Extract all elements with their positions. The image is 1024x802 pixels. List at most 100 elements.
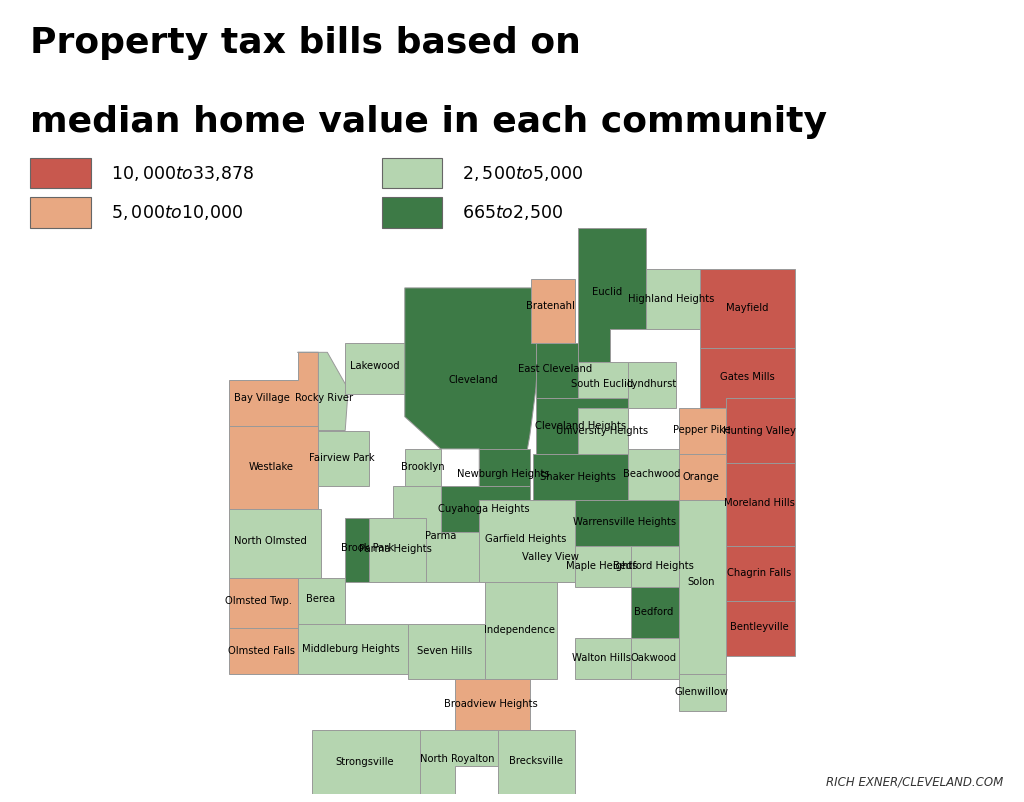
Text: Lyndhurst: Lyndhurst (627, 379, 676, 389)
Polygon shape (345, 518, 393, 582)
Polygon shape (531, 279, 574, 343)
Text: Olmsted Twp.: Olmsted Twp. (225, 596, 292, 606)
Polygon shape (628, 449, 679, 500)
Polygon shape (229, 577, 298, 628)
Polygon shape (578, 228, 646, 362)
Polygon shape (532, 453, 628, 500)
FancyBboxPatch shape (31, 158, 90, 188)
Polygon shape (312, 730, 420, 794)
Text: Broadview Heights: Broadview Heights (444, 699, 538, 709)
Text: Euclid: Euclid (592, 287, 623, 298)
Text: $5,000 to $10,000: $5,000 to $10,000 (111, 203, 243, 222)
Text: Strongsville: Strongsville (336, 757, 394, 767)
Text: Warrensville Heights: Warrensville Heights (573, 516, 676, 527)
FancyBboxPatch shape (31, 197, 90, 228)
Text: Olmsted Falls: Olmsted Falls (228, 646, 295, 656)
Text: Bay Village: Bay Village (233, 393, 290, 403)
Text: Highland Heights: Highland Heights (629, 294, 715, 304)
Text: Fairview Park: Fairview Park (309, 453, 375, 463)
Text: Maple Heights: Maple Heights (566, 561, 638, 571)
FancyBboxPatch shape (382, 197, 441, 228)
Text: Independence: Independence (484, 626, 555, 635)
Text: South Euclid: South Euclid (570, 379, 633, 389)
Text: Chagrin Falls: Chagrin Falls (727, 568, 792, 578)
Text: Property tax bills based on: Property tax bills based on (31, 26, 582, 59)
Polygon shape (726, 399, 795, 463)
Text: Shaker Heights: Shaker Heights (540, 472, 615, 481)
Polygon shape (679, 500, 726, 674)
Polygon shape (679, 407, 726, 453)
Polygon shape (699, 348, 795, 407)
Polygon shape (393, 486, 479, 582)
Polygon shape (229, 508, 322, 577)
Polygon shape (440, 486, 529, 532)
Text: Newburgh Heights: Newburgh Heights (457, 468, 550, 479)
Polygon shape (404, 288, 539, 486)
Polygon shape (229, 426, 318, 508)
Text: $2,500 to $5,000: $2,500 to $5,000 (462, 164, 583, 183)
Polygon shape (529, 532, 574, 582)
Polygon shape (574, 545, 631, 587)
Polygon shape (631, 545, 679, 587)
Polygon shape (408, 624, 485, 679)
Text: Mayfield: Mayfield (726, 303, 769, 313)
Text: Solon: Solon (688, 577, 715, 587)
Polygon shape (456, 679, 529, 730)
Text: Cleveland: Cleveland (449, 375, 498, 385)
Polygon shape (699, 269, 795, 348)
FancyBboxPatch shape (382, 158, 441, 188)
Polygon shape (679, 674, 726, 711)
Polygon shape (485, 582, 557, 679)
Text: Bentleyville: Bentleyville (730, 622, 788, 633)
Polygon shape (229, 352, 318, 426)
Polygon shape (479, 500, 574, 582)
Text: median home value in each community: median home value in each community (31, 105, 827, 139)
Text: Brooklyn: Brooklyn (400, 462, 444, 472)
Polygon shape (646, 269, 699, 330)
Text: Lakewood: Lakewood (350, 361, 399, 371)
Polygon shape (631, 587, 679, 638)
Text: North Royalton: North Royalton (420, 754, 495, 764)
Polygon shape (578, 362, 628, 407)
Text: Seven Hills: Seven Hills (417, 646, 472, 656)
Text: Bratenahl: Bratenahl (526, 302, 575, 311)
Text: Brecksville: Brecksville (509, 755, 563, 766)
Text: University Heights: University Heights (556, 426, 648, 435)
Text: Moreland Hills: Moreland Hills (724, 498, 795, 508)
Polygon shape (574, 638, 631, 679)
Polygon shape (345, 343, 408, 394)
Text: $10,000 to $33,878: $10,000 to $33,878 (111, 164, 254, 183)
Text: Cuyahoga Heights: Cuyahoga Heights (437, 504, 529, 514)
Text: Bedford Heights: Bedford Heights (613, 561, 694, 571)
Text: Gates Mills: Gates Mills (720, 372, 775, 382)
Text: Westlake: Westlake (248, 462, 293, 472)
Polygon shape (298, 577, 345, 624)
Text: Garfield Heights: Garfield Heights (485, 534, 566, 544)
Polygon shape (536, 343, 578, 399)
Text: Pepper Pike: Pepper Pike (673, 424, 730, 435)
Polygon shape (499, 730, 574, 794)
Polygon shape (628, 362, 676, 407)
Polygon shape (298, 624, 408, 674)
Polygon shape (420, 730, 499, 794)
Text: Berea: Berea (305, 594, 335, 604)
Text: Walton Hills: Walton Hills (572, 653, 632, 662)
Text: Beachwood: Beachwood (624, 468, 681, 479)
Polygon shape (369, 518, 426, 582)
Text: Cleveland Heights: Cleveland Heights (535, 421, 626, 431)
Text: Oakwood: Oakwood (631, 653, 677, 662)
Polygon shape (679, 453, 726, 500)
Polygon shape (726, 545, 795, 601)
Text: $665 to $2,500: $665 to $2,500 (462, 203, 563, 222)
Polygon shape (536, 399, 628, 453)
Polygon shape (726, 601, 795, 656)
Text: Middleburg Heights: Middleburg Heights (302, 643, 400, 654)
Polygon shape (578, 407, 628, 453)
Text: Parma: Parma (425, 532, 457, 541)
Polygon shape (229, 628, 298, 674)
Text: Rocky River: Rocky River (295, 393, 353, 403)
Polygon shape (479, 449, 529, 500)
Text: East Cleveland: East Cleveland (518, 364, 593, 374)
Polygon shape (404, 449, 440, 486)
Polygon shape (318, 431, 369, 486)
